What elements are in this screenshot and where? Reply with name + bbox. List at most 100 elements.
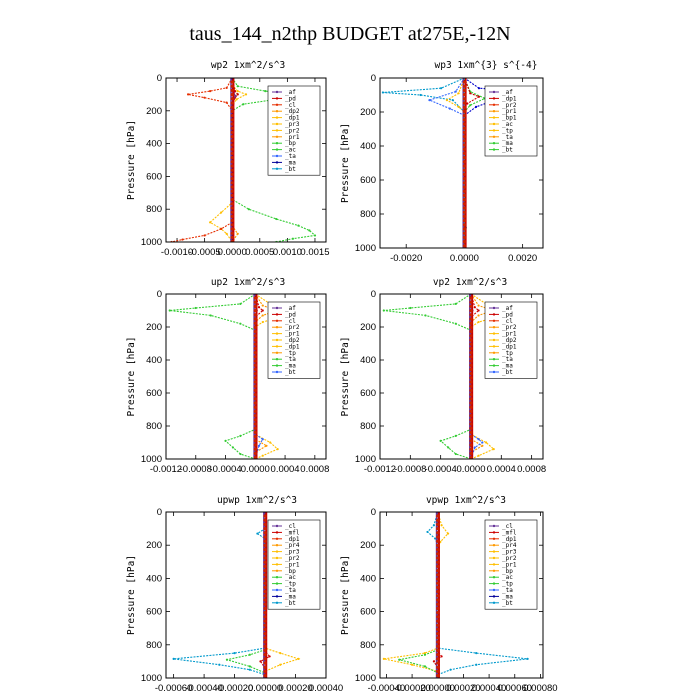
legend-marker [492, 601, 496, 604]
data-point [236, 232, 239, 235]
profile-marker [469, 409, 473, 413]
profile-marker [462, 227, 467, 231]
legend-marker [492, 90, 496, 94]
legend-marker [275, 588, 279, 592]
profile-marker [230, 130, 234, 134]
y-tick-label: 200 [360, 322, 376, 333]
data-point [477, 87, 481, 90]
legend-marker [492, 582, 496, 585]
profile-marker [230, 210, 234, 214]
data-point [269, 441, 272, 444]
data-point [248, 668, 251, 671]
legend-marker [492, 142, 496, 145]
series-line-pr2 [209, 78, 248, 242]
profile-marker [436, 636, 440, 640]
profile-marker [469, 342, 473, 346]
profile-marker [253, 304, 257, 308]
profile-marker [469, 447, 473, 451]
profile-marker [436, 657, 440, 661]
legend-marker [275, 142, 279, 145]
x-tick-label: -0.0004 [209, 464, 241, 475]
profile-marker [263, 556, 267, 560]
data-point [428, 99, 431, 102]
profile-marker [469, 439, 473, 443]
chart-panel-vp2: vp2 1xm^2/s^3 Pressure [hPa] 0 200 400 600 800… [340, 277, 546, 475]
profile-marker [230, 160, 234, 164]
plot-frame [379, 511, 544, 679]
x-tick-label: -0.0008 [180, 464, 212, 475]
profile-marker [462, 185, 467, 189]
x-tick-label: 0.00040 [309, 683, 343, 694]
data-point [432, 524, 436, 527]
data-point [423, 652, 427, 655]
profile-marker [253, 359, 257, 363]
profile-marker [462, 88, 467, 92]
legend-entry: _dp2 [285, 337, 300, 344]
y-tick-label: 0 [157, 73, 162, 84]
legend-entry: _bt [285, 600, 296, 607]
profile-marker [253, 351, 257, 355]
data-point [474, 105, 478, 108]
profile-marker [436, 577, 440, 581]
profile-marker [462, 177, 467, 181]
profile-marker [469, 317, 473, 321]
data-point [239, 452, 242, 456]
data-point [475, 663, 478, 666]
profile-marker [263, 627, 267, 632]
panel-title: vpwp 1xm^2/s^3 [426, 495, 506, 506]
profile-marker [436, 535, 440, 539]
profile-marker [469, 430, 473, 434]
x-tick-label: -0.00060 [155, 683, 193, 694]
y-tick-label: 600 [360, 607, 376, 618]
legend-entry: _pr1 [285, 331, 300, 338]
data-point [257, 306, 261, 309]
profile-marker [230, 147, 234, 151]
y-tick-label: 1000 [355, 673, 376, 684]
y-axis-label: Pressure [hPa] [126, 120, 137, 200]
legend: _af_dp1_pr2_pr1_bp1_ac_tp_ta_ma_bt [484, 85, 538, 157]
profile-marker [230, 143, 234, 147]
profile-marker [469, 346, 473, 350]
legend-marker [492, 595, 496, 598]
data-point [454, 322, 457, 325]
legend-entry: _bp [285, 140, 296, 147]
profile-marker [436, 527, 440, 531]
data-point [248, 665, 251, 668]
y-tick-label: 800 [146, 640, 162, 651]
x-tick-label: 0.00000 [421, 683, 455, 694]
x-tick-label: 0.00000 [248, 683, 282, 694]
series-line-bp1 [427, 78, 465, 248]
profile-marker [436, 611, 440, 615]
legend-entry: _pd [502, 311, 513, 318]
legend-marker [492, 326, 496, 329]
profile-marker [263, 661, 267, 665]
profile-marker [230, 151, 234, 155]
legend-marker [492, 537, 496, 540]
data-point [172, 657, 175, 661]
profile-marker [230, 114, 234, 118]
data-point [409, 306, 412, 310]
profile-marker [436, 590, 440, 594]
legend: _cl_mfl_dp1_pr4_pr3_pr2_pr1_bp_ac_tp_ta_… [484, 519, 538, 610]
profile-marker [253, 422, 257, 426]
profile-marker [253, 376, 257, 380]
y-axis-label: Pressure [hPa] [126, 555, 137, 635]
x-tick-label: 0.0004 [487, 464, 516, 475]
profile-marker [469, 401, 473, 405]
profile-marker [462, 219, 467, 223]
legend-marker [275, 306, 279, 310]
profile-marker [436, 585, 440, 590]
profile-marker [462, 202, 467, 206]
x-tick-label: 0.0000 [456, 464, 485, 475]
data-point [236, 90, 239, 93]
legend-marker [275, 569, 279, 572]
profile-marker [263, 564, 267, 569]
data-point [209, 314, 212, 317]
data-point [440, 87, 443, 90]
profile-marker [436, 632, 440, 636]
legend-entry: _pr2 [502, 555, 517, 562]
legend-entry: _ma [285, 159, 296, 166]
legend-marker [275, 326, 279, 329]
profile-marker [436, 594, 440, 598]
y-tick-label: 1000 [141, 673, 162, 684]
